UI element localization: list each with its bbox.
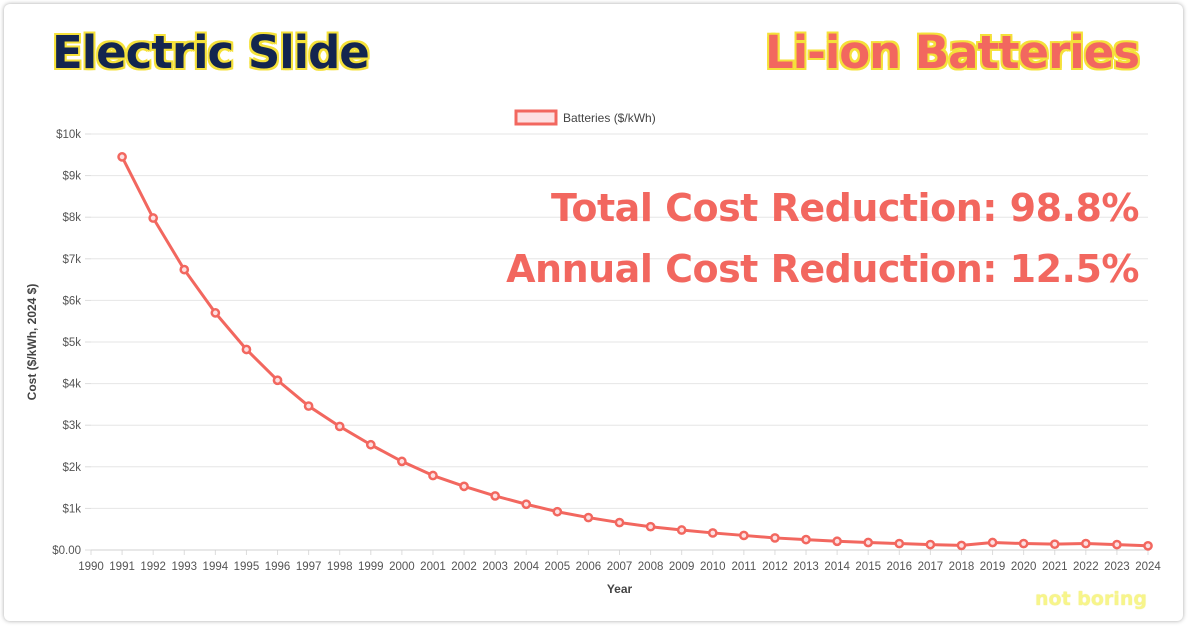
x-tick-label: 2001	[420, 561, 446, 573]
data-point	[490, 491, 500, 501]
data-point	[1143, 540, 1153, 551]
x-tick-label: 1995	[234, 561, 260, 573]
x-axis-title: Year	[607, 582, 633, 596]
x-tick-label: 2012	[762, 561, 788, 573]
x-tick-label: 1993	[171, 561, 197, 573]
x-tick-label: 2002	[451, 561, 477, 573]
y-tick-label: $3k	[62, 420, 81, 432]
data-point	[397, 456, 407, 467]
x-tick-label: 2021	[1042, 561, 1068, 573]
not-boring-logo: not boring	[1035, 588, 1147, 610]
legend-swatch	[514, 109, 558, 126]
x-tick-label: 2014	[824, 561, 850, 573]
data-point	[707, 528, 718, 538]
x-tick-label: 2015	[855, 561, 881, 573]
data-point	[210, 308, 221, 318]
data-point	[583, 512, 594, 523]
y-tick-label: $10k	[56, 129, 81, 141]
x-tick-label: 1994	[203, 561, 229, 573]
y-tick-label: $0.00	[52, 545, 81, 557]
annual-cost-reduction: Annual Cost Reduction: 12.5%	[506, 247, 1139, 291]
y-tick-label: $2k	[62, 462, 81, 474]
legend-label: Batteries ($/kWh)	[563, 111, 656, 125]
data-point	[1112, 539, 1122, 550]
x-tick-label: 2023	[1104, 561, 1130, 573]
title-right: Li-ion Batteries	[765, 26, 1140, 79]
data-point	[739, 530, 749, 541]
data-point	[863, 537, 874, 548]
y-tick-label: $6k	[62, 295, 81, 307]
y-tick-label: $8k	[62, 212, 81, 224]
x-tick-label: 2009	[669, 561, 695, 573]
data-point	[987, 537, 998, 548]
x-tick-label: 2008	[638, 561, 664, 573]
data-point	[365, 439, 376, 450]
data-point	[334, 421, 345, 432]
x-tick-label: 2020	[1011, 561, 1037, 573]
x-tick-label: 1992	[140, 561, 166, 573]
x-tick-label: 2017	[918, 561, 944, 573]
x-tick-label: 2010	[700, 561, 726, 573]
x-tick-label: 1998	[327, 561, 353, 573]
x-tick-label: 2006	[576, 561, 602, 573]
y-tick-label: $9k	[62, 171, 81, 183]
data-point	[645, 521, 656, 532]
x-tick-label: 1997	[296, 561, 322, 573]
data-point	[1049, 539, 1060, 550]
y-tick-label: $1k	[62, 503, 81, 515]
x-tick-label: 2018	[949, 561, 975, 573]
x-tick-label: 2000	[389, 561, 415, 573]
x-tick-label: 1996	[265, 561, 291, 573]
x-tick-label: 2005	[545, 561, 571, 573]
data-point	[894, 538, 905, 549]
data-point	[801, 534, 811, 545]
data-point	[832, 536, 842, 547]
data-point	[521, 499, 532, 510]
data-point	[459, 481, 469, 492]
x-tick-label: 2013	[793, 561, 819, 573]
series-line	[120, 156, 1149, 548]
x-tick-label: 1990	[78, 561, 104, 573]
data-point	[1018, 538, 1029, 549]
y-axis-title: Cost ($/kWh, 2024 $)	[25, 284, 39, 401]
data-point	[179, 264, 190, 275]
x-tick-label: 2024	[1135, 561, 1161, 573]
x-tick-label: 2022	[1073, 561, 1099, 573]
data-point	[428, 470, 438, 481]
data-point	[148, 213, 159, 223]
data-point	[241, 344, 252, 355]
data-point	[770, 533, 780, 543]
data-point	[117, 152, 127, 162]
x-tick-label: 2007	[607, 561, 633, 573]
x-tick-label: 2019	[980, 561, 1006, 573]
data-point	[925, 539, 936, 550]
data-point	[676, 525, 687, 535]
data-point	[1080, 538, 1091, 549]
data-point	[552, 506, 563, 517]
x-tick-label: 2011	[731, 561, 756, 573]
data-point	[614, 517, 625, 528]
y-tick-label: $5k	[62, 337, 81, 349]
x-tick-label: 2003	[482, 561, 508, 573]
title-left: Electric Slide	[52, 26, 370, 79]
data-point	[303, 401, 314, 411]
data-point	[956, 540, 967, 551]
chart-svg: $0.00 $1k $2k $3k $4k $5k $6k $7k $8k $9k $10k 1990…	[25, 109, 1161, 596]
y-tick-label: $7k	[62, 254, 81, 266]
x-tick-label: 2016	[886, 561, 912, 573]
total-cost-reduction: Total Cost Reduction: 98.8%	[551, 186, 1139, 230]
x-tick-label: 1999	[358, 561, 384, 573]
data-point	[272, 375, 283, 386]
x-tick-label: 1991	[109, 561, 135, 573]
chart-card: $0.00 $1k $2k $3k $4k $5k $6k $7k $8k $9k $10k 1990…	[4, 4, 1183, 621]
y-tick-label: $4k	[62, 379, 81, 391]
x-tick-label: 2004	[513, 561, 539, 573]
